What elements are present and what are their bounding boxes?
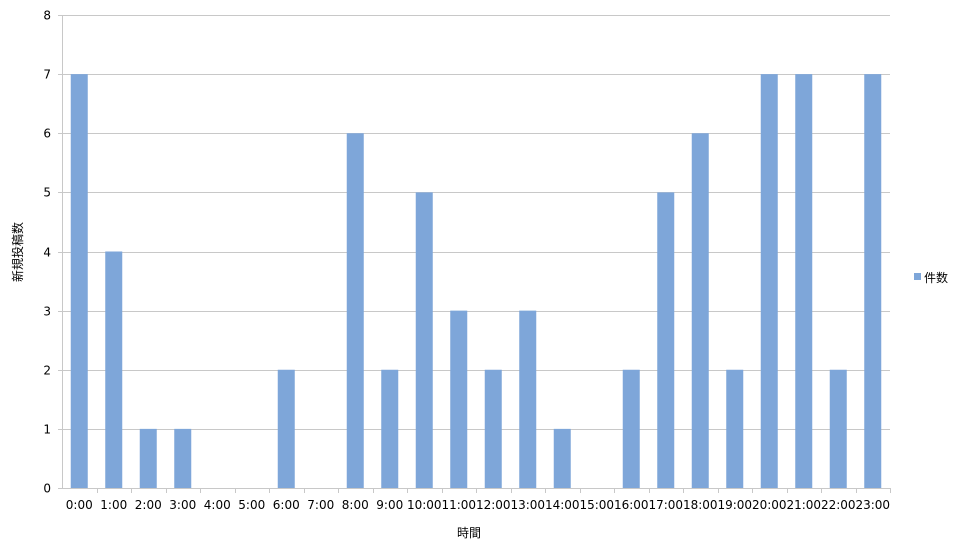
y-tick-label: 0: [43, 482, 51, 496]
y-axis-label: 新規投稿数: [10, 222, 25, 282]
x-tick-label: 13:00: [510, 498, 545, 512]
x-tick-label: 8:00: [342, 498, 369, 512]
y-tick-label: 8: [43, 9, 51, 23]
bar-11:00: [450, 310, 468, 488]
x-tick-label: 16:00: [614, 498, 649, 512]
bar-22:00: [829, 369, 847, 488]
x-tick-label: 10:00: [407, 498, 442, 512]
bar-12:00: [484, 369, 502, 488]
legend-label: 件数: [924, 270, 948, 285]
y-tick-label: 2: [43, 364, 51, 378]
bar-9:00: [381, 369, 399, 488]
x-tick-label: 19:00: [717, 498, 752, 512]
x-tick-label: 17:00: [648, 498, 683, 512]
x-tick-label: 0:00: [66, 498, 93, 512]
y-tick-label: 3: [43, 305, 51, 319]
y-tick-labels: 0 1 2 3 4 5 6 7 8: [43, 9, 51, 496]
x-tick-label: 22:00: [821, 498, 856, 512]
bar-2:00: [139, 428, 157, 488]
x-axis-label: 時間: [457, 526, 481, 540]
bar-21:00: [795, 74, 813, 488]
x-tick-label: 14:00: [545, 498, 580, 512]
x-tick-label: 20:00: [752, 498, 787, 512]
y-tick-label: 4: [43, 246, 51, 260]
x-tick-label: 15:00: [579, 498, 614, 512]
x-tick-label: 11:00: [441, 498, 476, 512]
gridlines: [62, 15, 890, 430]
x-tick-label: 6:00: [273, 498, 300, 512]
bar-19:00: [726, 369, 744, 488]
y-tick-label: 6: [43, 127, 51, 141]
bar-14:00: [553, 428, 571, 488]
bar-3:00: [174, 428, 192, 488]
x-tick-label: 3:00: [169, 498, 196, 512]
x-tick-label: 7:00: [307, 498, 334, 512]
axes: [58, 15, 891, 493]
x-tick-label: 18:00: [683, 498, 718, 512]
bars: [70, 74, 882, 488]
x-tick-label: 21:00: [786, 498, 821, 512]
x-tick-label: 9:00: [376, 498, 403, 512]
bar-10:00: [415, 192, 433, 488]
bar-13:00: [519, 310, 537, 488]
bar-8:00: [346, 133, 364, 488]
y-tick-label: 5: [43, 186, 51, 200]
y-tick-label: 1: [43, 423, 51, 437]
x-tick-label: 4:00: [204, 498, 231, 512]
bar-6:00: [277, 369, 295, 488]
x-tick-label: 23:00: [855, 498, 890, 512]
bar-1:00: [105, 251, 123, 488]
bar-0:00: [70, 74, 88, 488]
x-tick-label: 12:00: [476, 498, 511, 512]
y-tick-label: 7: [43, 68, 51, 82]
bar-17:00: [657, 192, 675, 488]
x-tick-label: 1:00: [100, 498, 127, 512]
bar-18:00: [691, 133, 709, 488]
x-tick-labels: 0:00 1:00 2:00 3:00 4:00 5:00 6:00 7:00 8:00 9:00…: [66, 498, 890, 512]
bar-20:00: [760, 74, 778, 488]
x-tick-label: 5:00: [238, 498, 265, 512]
bar-23:00: [864, 74, 882, 488]
bar-16:00: [622, 369, 640, 488]
legend-swatch: [914, 273, 921, 280]
x-tick-label: 2:00: [135, 498, 162, 512]
legend: 件数: [914, 270, 948, 285]
